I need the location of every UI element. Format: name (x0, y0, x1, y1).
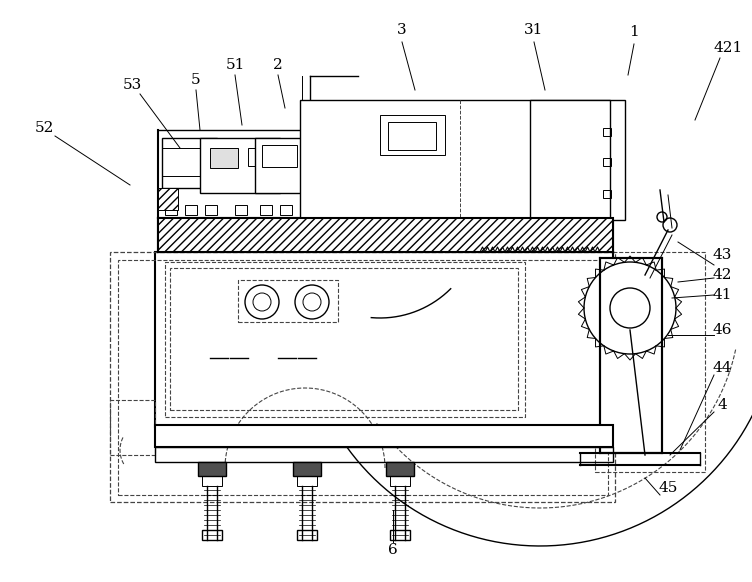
Text: 6: 6 (388, 543, 398, 557)
Bar (600, 258, 662, 453)
Bar (155, 447, 613, 462)
Bar (603, 158, 611, 166)
Bar (380, 115, 445, 155)
Bar (185, 205, 197, 215)
Bar (310, 108, 570, 203)
Text: 2: 2 (273, 58, 283, 72)
Bar (603, 128, 611, 136)
Bar (205, 205, 217, 215)
Text: 44: 44 (712, 361, 732, 375)
Bar (110, 400, 155, 455)
Bar (155, 425, 613, 447)
Bar (162, 138, 217, 188)
Bar (538, 108, 603, 203)
Bar (297, 476, 317, 486)
Text: 41: 41 (712, 288, 732, 302)
Bar (390, 530, 410, 540)
Bar (595, 252, 705, 472)
Bar (260, 205, 272, 215)
Bar (262, 145, 297, 167)
Bar (388, 122, 436, 150)
Bar (386, 462, 414, 476)
Bar (255, 138, 310, 193)
Bar (202, 530, 222, 540)
Bar (162, 148, 204, 176)
Text: 4: 4 (717, 398, 727, 412)
Bar (238, 280, 338, 322)
Bar (235, 205, 247, 215)
Text: 31: 31 (524, 23, 544, 37)
Bar (300, 100, 625, 220)
Bar (200, 138, 280, 193)
Bar (165, 205, 177, 215)
Bar (202, 476, 222, 486)
Bar (603, 190, 611, 198)
Text: 5: 5 (191, 73, 201, 87)
Text: 42: 42 (712, 268, 732, 282)
Bar (198, 462, 226, 476)
Bar (210, 148, 238, 168)
Bar (293, 462, 321, 476)
Bar (260, 230, 270, 240)
Bar (390, 476, 410, 486)
Bar (280, 230, 290, 240)
Bar (110, 252, 615, 502)
Bar (248, 148, 270, 166)
Bar (235, 230, 245, 240)
Text: 43: 43 (712, 248, 732, 262)
Bar (155, 252, 613, 427)
Text: 45: 45 (658, 481, 678, 495)
Bar (170, 268, 518, 410)
Text: 51: 51 (226, 58, 244, 72)
Bar (215, 230, 225, 240)
Text: 52: 52 (35, 121, 53, 135)
Bar (530, 100, 610, 220)
Text: 3: 3 (397, 23, 407, 37)
Text: 46: 46 (712, 323, 732, 337)
Bar (315, 112, 563, 198)
Bar (165, 262, 525, 417)
Bar (297, 530, 317, 540)
Bar (280, 205, 292, 215)
Text: 1: 1 (629, 25, 639, 39)
Bar (158, 188, 178, 210)
Bar (118, 260, 608, 495)
Text: 53: 53 (123, 78, 141, 92)
Bar (158, 218, 613, 252)
Text: 421: 421 (714, 41, 743, 55)
